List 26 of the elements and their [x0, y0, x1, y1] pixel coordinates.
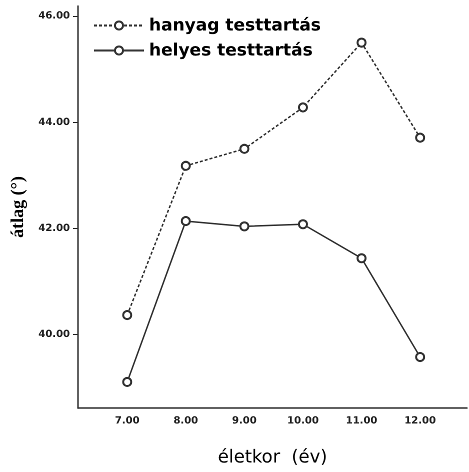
point: [356, 253, 367, 264]
y-tick-label: 44.00: [38, 116, 70, 128]
legend-label: helyes testtartás: [149, 40, 313, 60]
legend-label: hanyag testtartás: [149, 16, 321, 36]
point: [415, 352, 426, 362]
x-tick-label: 11.00: [346, 416, 378, 426]
point: [415, 132, 426, 143]
y-tick-label: 46.00: [38, 10, 70, 22]
point: [239, 144, 250, 154]
point: [298, 102, 308, 112]
x-tick-label: 10.00: [287, 416, 319, 426]
x-tick-label: 9.00: [232, 416, 257, 426]
x-tick-label: 8.00: [173, 416, 198, 426]
y-tick-label: 40.00: [38, 329, 70, 340]
point: [122, 376, 132, 387]
point: [239, 221, 250, 232]
point: [122, 310, 132, 320]
point: [356, 38, 367, 48]
x-axis-title: életkor (év): [218, 446, 328, 468]
y-axis-title: átlag (°): [7, 176, 27, 238]
point: [298, 219, 308, 230]
point: [180, 160, 191, 171]
x-tick-label: 7.00: [114, 416, 140, 426]
point: [180, 216, 191, 226]
x-tick-label: 12.00: [404, 416, 436, 426]
y-tick-label: 42.00: [38, 223, 70, 234]
